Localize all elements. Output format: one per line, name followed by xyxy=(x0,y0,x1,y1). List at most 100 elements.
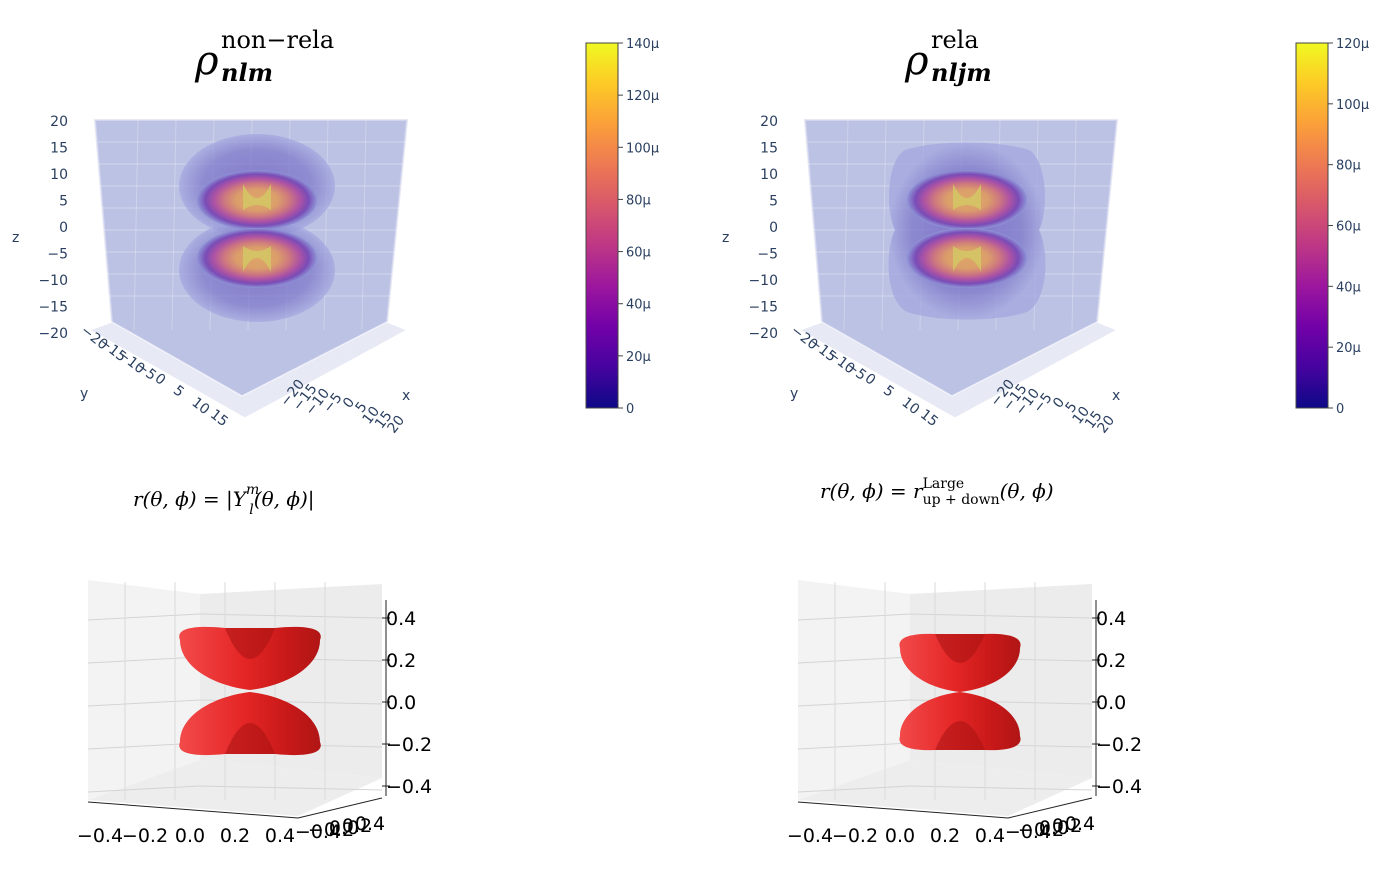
axis-pane-floor xyxy=(798,760,1092,816)
colorbar-tick-label: 120μ xyxy=(626,89,659,104)
z-tick-label: 5 xyxy=(59,194,68,210)
colorbar-tick-label: 80μ xyxy=(1336,159,1361,174)
z-tick-label: −10 xyxy=(748,273,778,289)
grid-line xyxy=(909,613,1093,619)
title-symbol: ρ xyxy=(905,38,929,84)
colorbar-tick-label: 20μ xyxy=(1336,341,1361,356)
title-non-rela: ρ non−rela nlm xyxy=(195,20,395,90)
grid-line xyxy=(87,613,201,621)
colorbar-tick-label: 60μ xyxy=(1336,220,1361,235)
z-tick-label: 15 xyxy=(50,141,68,157)
colorbar-tick-label: 60μ xyxy=(626,246,651,261)
formula-rhs: |Y xyxy=(226,487,246,511)
y-tick-label: −0.4 xyxy=(295,821,341,843)
box-front-face xyxy=(805,120,1117,396)
colorbar-tick-label: 0 xyxy=(1336,402,1344,417)
x-axis-label: x xyxy=(1112,388,1120,404)
y-tick-label: −0.2 xyxy=(1018,819,1064,841)
grid-line xyxy=(797,742,911,750)
z-tick-label: 0.0 xyxy=(386,692,416,714)
colorbar-tick-label: 40μ xyxy=(1336,280,1361,295)
formula-rhs: r xyxy=(913,479,923,503)
z-tick-label: 15 xyxy=(760,141,778,157)
grid-line xyxy=(87,699,201,707)
y-tick-label: 10 xyxy=(899,395,923,419)
z-tick-label: −0.2 xyxy=(386,734,432,756)
formula-rela: r(θ, ϕ) = r Large up + down (θ, ϕ) xyxy=(820,476,1054,508)
title-rela: ρ rela nljm xyxy=(905,20,1105,90)
title-superscript: non−rela xyxy=(221,26,335,54)
formula-tail: (θ, ϕ)| xyxy=(253,487,315,511)
y-tick-label: 15 xyxy=(917,407,941,431)
grid-line xyxy=(797,656,911,664)
y-tick-label: 5 xyxy=(880,383,897,401)
volume-plot-rela[interactable]: 20151050−5−10−15−20z−20−15−10−5051015y20… xyxy=(710,100,1270,440)
grid-line xyxy=(843,119,849,331)
formula-non-rela: r(θ, ϕ) = |Yml(θ, ϕ)| xyxy=(133,482,315,518)
z-axis-label: z xyxy=(12,230,19,246)
formula-lhs: r(θ, ϕ) xyxy=(133,487,197,511)
z-tick-label: 0 xyxy=(769,220,778,236)
formula-equals: = xyxy=(889,479,914,503)
y-axis-label: y xyxy=(80,386,88,402)
box-front-face xyxy=(95,120,407,396)
box-floor xyxy=(798,321,1119,419)
y-axis-line xyxy=(297,797,383,819)
z-tick-label: −15 xyxy=(748,300,778,316)
surface-core xyxy=(225,628,275,754)
y-tick-label: 0.0 xyxy=(329,817,359,839)
colorbar-gradient xyxy=(1295,42,1329,409)
grid-line xyxy=(797,785,911,793)
grid-line xyxy=(199,785,383,791)
formula-lhs: r(θ, ϕ) xyxy=(820,479,884,503)
grid-line xyxy=(797,613,911,621)
z-tick-label: −20 xyxy=(38,326,68,342)
grid-line xyxy=(87,785,201,793)
formula-sub: l xyxy=(249,502,254,518)
x-axis-line xyxy=(87,801,299,819)
z-tick-label: −5 xyxy=(47,247,68,263)
z-tick-label: −10 xyxy=(38,273,68,289)
z-tick-label: 20 xyxy=(50,114,68,130)
title-subscript: nljm xyxy=(931,58,992,87)
colorbar-tick-label: 80μ xyxy=(626,193,651,208)
formula-sub: up + down xyxy=(922,492,1000,508)
grid-line xyxy=(199,613,383,619)
y-tick-label: 15 xyxy=(207,407,231,431)
formula-sup: m xyxy=(246,482,260,498)
colorbar-tick-label: 100μ xyxy=(1336,98,1369,113)
surface-plot-rela[interactable]: 0.40.20.0−0.2−0.4−0.4−0.2 0.0 0.2 0.4 −0.4−0… xyxy=(780,570,1150,860)
x-axis-line xyxy=(797,801,1009,819)
colorbar-tick-label: 120μ xyxy=(1336,38,1369,52)
grid-line xyxy=(881,119,887,331)
title-symbol: ρ xyxy=(195,38,219,84)
x-tick-label: 0.4 xyxy=(265,825,295,847)
x-tick-label: −0.2 xyxy=(832,825,878,847)
y-tick-label: 5 xyxy=(170,383,187,401)
z-tick-label: −0.4 xyxy=(386,776,432,798)
y-tick-label: 0.4 xyxy=(1065,813,1095,835)
colorbar-tick-label: 40μ xyxy=(626,298,651,313)
grid-line xyxy=(361,119,367,331)
colorbar-tick-label: 0 xyxy=(626,402,634,417)
z-tick-label: 20 xyxy=(760,114,778,130)
z-tick-label: 0.2 xyxy=(1096,650,1126,672)
y-tick-label: 0.0 xyxy=(1039,817,1069,839)
x-tick-label: −0.4 xyxy=(77,825,123,847)
grid-line xyxy=(133,119,139,331)
z-tick-label: −0.2 xyxy=(1096,734,1142,756)
z-axis-label: z xyxy=(722,230,729,246)
colorbar-rela: 0 20μ 40μ 60μ 80μ 100μ 120μ xyxy=(1295,38,1369,417)
y-tick-label: 0.2 xyxy=(342,815,372,837)
z-tick-label: 0.0 xyxy=(1096,692,1126,714)
x-tick-label: 0.2 xyxy=(930,825,960,847)
density-core-lower xyxy=(953,246,981,272)
y-axis-label: y xyxy=(790,386,798,402)
z-tick-label: 0.2 xyxy=(386,650,416,672)
colorbar-gradient xyxy=(585,42,619,409)
volume-plot-non-rela[interactable]: 20151050−5−10−15−20z−20−15−10−5051015y20… xyxy=(0,100,560,440)
surface-plot-non-rela[interactable]: 0.40.20.0−0.2−0.4−0.4−0.2 0.0 0.2 0.4 −0.4−0… xyxy=(70,570,440,860)
z-tick-label: 10 xyxy=(50,167,68,183)
z-tick-label: 10 xyxy=(760,167,778,183)
y-tick-label: 10 xyxy=(189,395,213,419)
